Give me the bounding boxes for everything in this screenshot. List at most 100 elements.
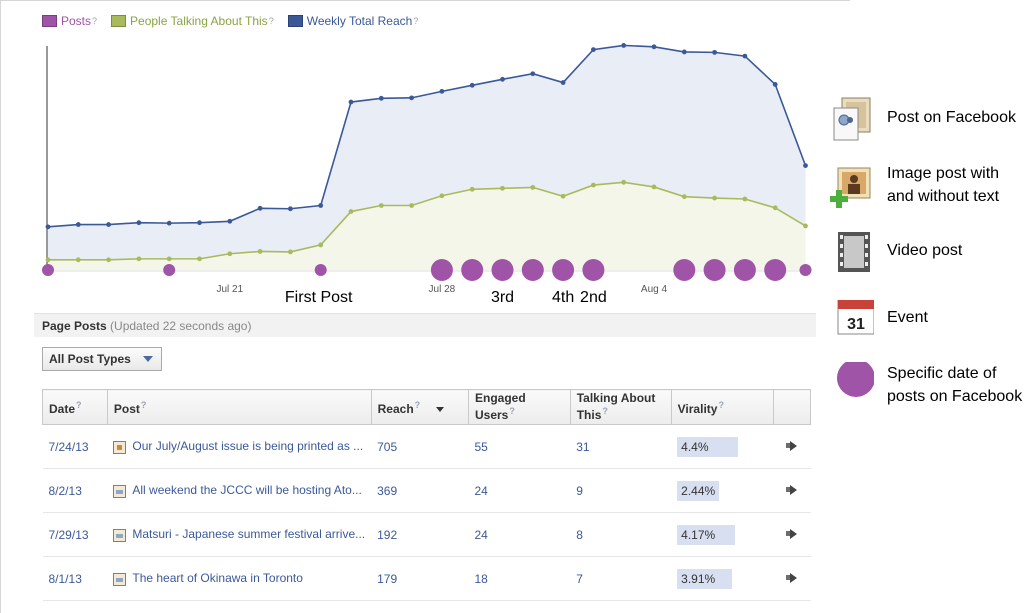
help-icon[interactable]: ? [718, 399, 724, 410]
series-point-0 [530, 71, 536, 77]
engaged-value: 24 [474, 483, 488, 498]
talking-value: 31 [576, 439, 590, 454]
promote-megaphone-icon[interactable] [786, 440, 798, 451]
post-dot [521, 259, 544, 281]
table-row[interactable]: 7/29/13 Matsuri - Japanese summer festiva… [42, 512, 811, 557]
engaged-value: 55 [474, 439, 488, 454]
promote-megaphone-icon[interactable] [786, 528, 798, 539]
series-point-0 [166, 220, 172, 226]
key-item-event: 31 Event [830, 300, 1036, 350]
link-post-icon [113, 572, 127, 586]
col-post[interactable]: Post? [106, 389, 372, 425]
series-point-1 [75, 257, 81, 263]
table-row[interactable]: 8/2/13 All weekend the JCCC will be hosti… [42, 468, 811, 513]
cell-engaged: 24 [468, 512, 571, 557]
series-point-1 [45, 257, 51, 263]
talking-value: 7 [576, 571, 583, 586]
series-point-1 [106, 257, 111, 263]
page-posts-header: Page Posts (Updated 22 seconds ago) [34, 313, 816, 337]
video-post-icon [838, 232, 870, 272]
series-point-1 [742, 196, 748, 202]
post-types-dropdown[interactable]: All Post Types [42, 347, 162, 371]
series-point-1 [257, 249, 263, 254]
series-point-0 [681, 49, 687, 55]
series-point-1 [560, 193, 566, 199]
sort-desc-icon[interactable] [436, 406, 445, 412]
series-point-0 [712, 49, 717, 55]
help-icon[interactable]: ? [414, 399, 421, 410]
help-icon[interactable]: ? [602, 406, 608, 416]
col-virality[interactable]: Virality? [670, 389, 775, 425]
series-point-0 [803, 163, 808, 169]
legend-reach-swatch [287, 15, 303, 27]
key-label-image-2: and without text [887, 188, 1000, 205]
reach-value: 179 [377, 571, 398, 586]
series-point-1 [530, 185, 536, 190]
cell-date: 7/29/13 [42, 512, 108, 557]
series-point-0 [45, 224, 51, 230]
help-icon[interactable]: ? [268, 16, 274, 26]
date-text: 7/29/13 [48, 527, 89, 542]
series-point-0 [560, 80, 566, 85]
legend-talking[interactable]: People Talking About This ? [111, 14, 274, 28]
cell-actions [773, 556, 811, 601]
cell-reach: 705 [371, 424, 469, 469]
col-engaged[interactable]: Engaged Users? [468, 389, 571, 425]
post-dot [733, 259, 756, 281]
chart-annotation: 4th [552, 289, 574, 306]
col-reach[interactable]: Reach? [370, 389, 470, 425]
cell-post[interactable]: Matsuri - Japanese summer festival arriv… [107, 512, 372, 557]
cell-date: 8/2/13 [42, 468, 108, 513]
table-row[interactable]: 7/24/13 Our July/August issue is being pr… [42, 424, 811, 469]
key-item-image: Image post with and without text [830, 165, 1036, 216]
legend-talking-label: People Talking About This [130, 14, 268, 28]
legend-posts[interactable]: Posts ? [42, 14, 97, 28]
series-point-1 [136, 256, 142, 262]
cell-actions [773, 512, 811, 557]
series-point-0 [409, 95, 414, 101]
post-link[interactable]: Matsuri - Japanese summer festival arriv… [132, 527, 366, 542]
post-link[interactable]: Our July/August issue is being printed a… [132, 439, 364, 454]
top-border [0, 0, 850, 1]
series-point-1 [500, 185, 505, 191]
series-point-1 [591, 182, 596, 188]
cell-post[interactable]: The heart of Okinawa in Toronto [107, 556, 372, 601]
cell-post[interactable]: Our July/August issue is being printed a… [107, 424, 372, 469]
key-label-dot-1: Specific date of [887, 365, 997, 382]
legend-reach[interactable]: Weekly Total Reach ? [287, 14, 419, 28]
promote-megaphone-icon[interactable] [786, 484, 798, 495]
col-virality-label: Virality [677, 401, 718, 416]
series-point-1 [166, 256, 172, 262]
link-post-icon [113, 484, 127, 498]
cell-virality: 4.4% [671, 424, 774, 469]
col-date[interactable]: Date? [42, 389, 108, 425]
promote-megaphone-icon[interactable] [786, 572, 798, 583]
cell-talking: 9 [570, 468, 672, 513]
table-row[interactable]: 8/1/13 The heart of Okinawa in Toronto 179… [42, 556, 811, 601]
post-dot [552, 259, 575, 281]
series-point-1 [318, 242, 324, 248]
engaged-value: 18 [474, 571, 488, 586]
series-point-1 [712, 195, 717, 201]
help-icon[interactable]: ? [413, 16, 419, 26]
post-dot [461, 259, 484, 281]
post-dot [163, 264, 176, 276]
help-icon[interactable]: ? [92, 16, 98, 26]
series-point-0 [378, 95, 384, 101]
post-link[interactable]: The heart of Okinawa in Toronto [132, 571, 303, 586]
cell-post[interactable]: All weekend the JCCC will be hosting Ato… [107, 468, 372, 513]
post-link[interactable]: All weekend the JCCC will be hosting Ato… [132, 483, 362, 498]
reach-value: 705 [377, 439, 398, 454]
help-icon[interactable]: ? [76, 399, 82, 410]
help-icon[interactable]: ? [140, 399, 147, 410]
col-talking[interactable]: Talking About This? [569, 389, 672, 425]
post-dot [703, 259, 726, 281]
series-point-1 [227, 251, 233, 257]
cell-engaged: 24 [468, 468, 571, 513]
col-engaged-label: Engaged Users [475, 391, 526, 422]
cell-engaged: 55 [468, 424, 571, 469]
help-icon[interactable]: ? [509, 406, 515, 416]
event-calendar-icon: 31 [837, 300, 874, 335]
post-dot [799, 264, 812, 276]
image-post-icon [113, 440, 127, 454]
